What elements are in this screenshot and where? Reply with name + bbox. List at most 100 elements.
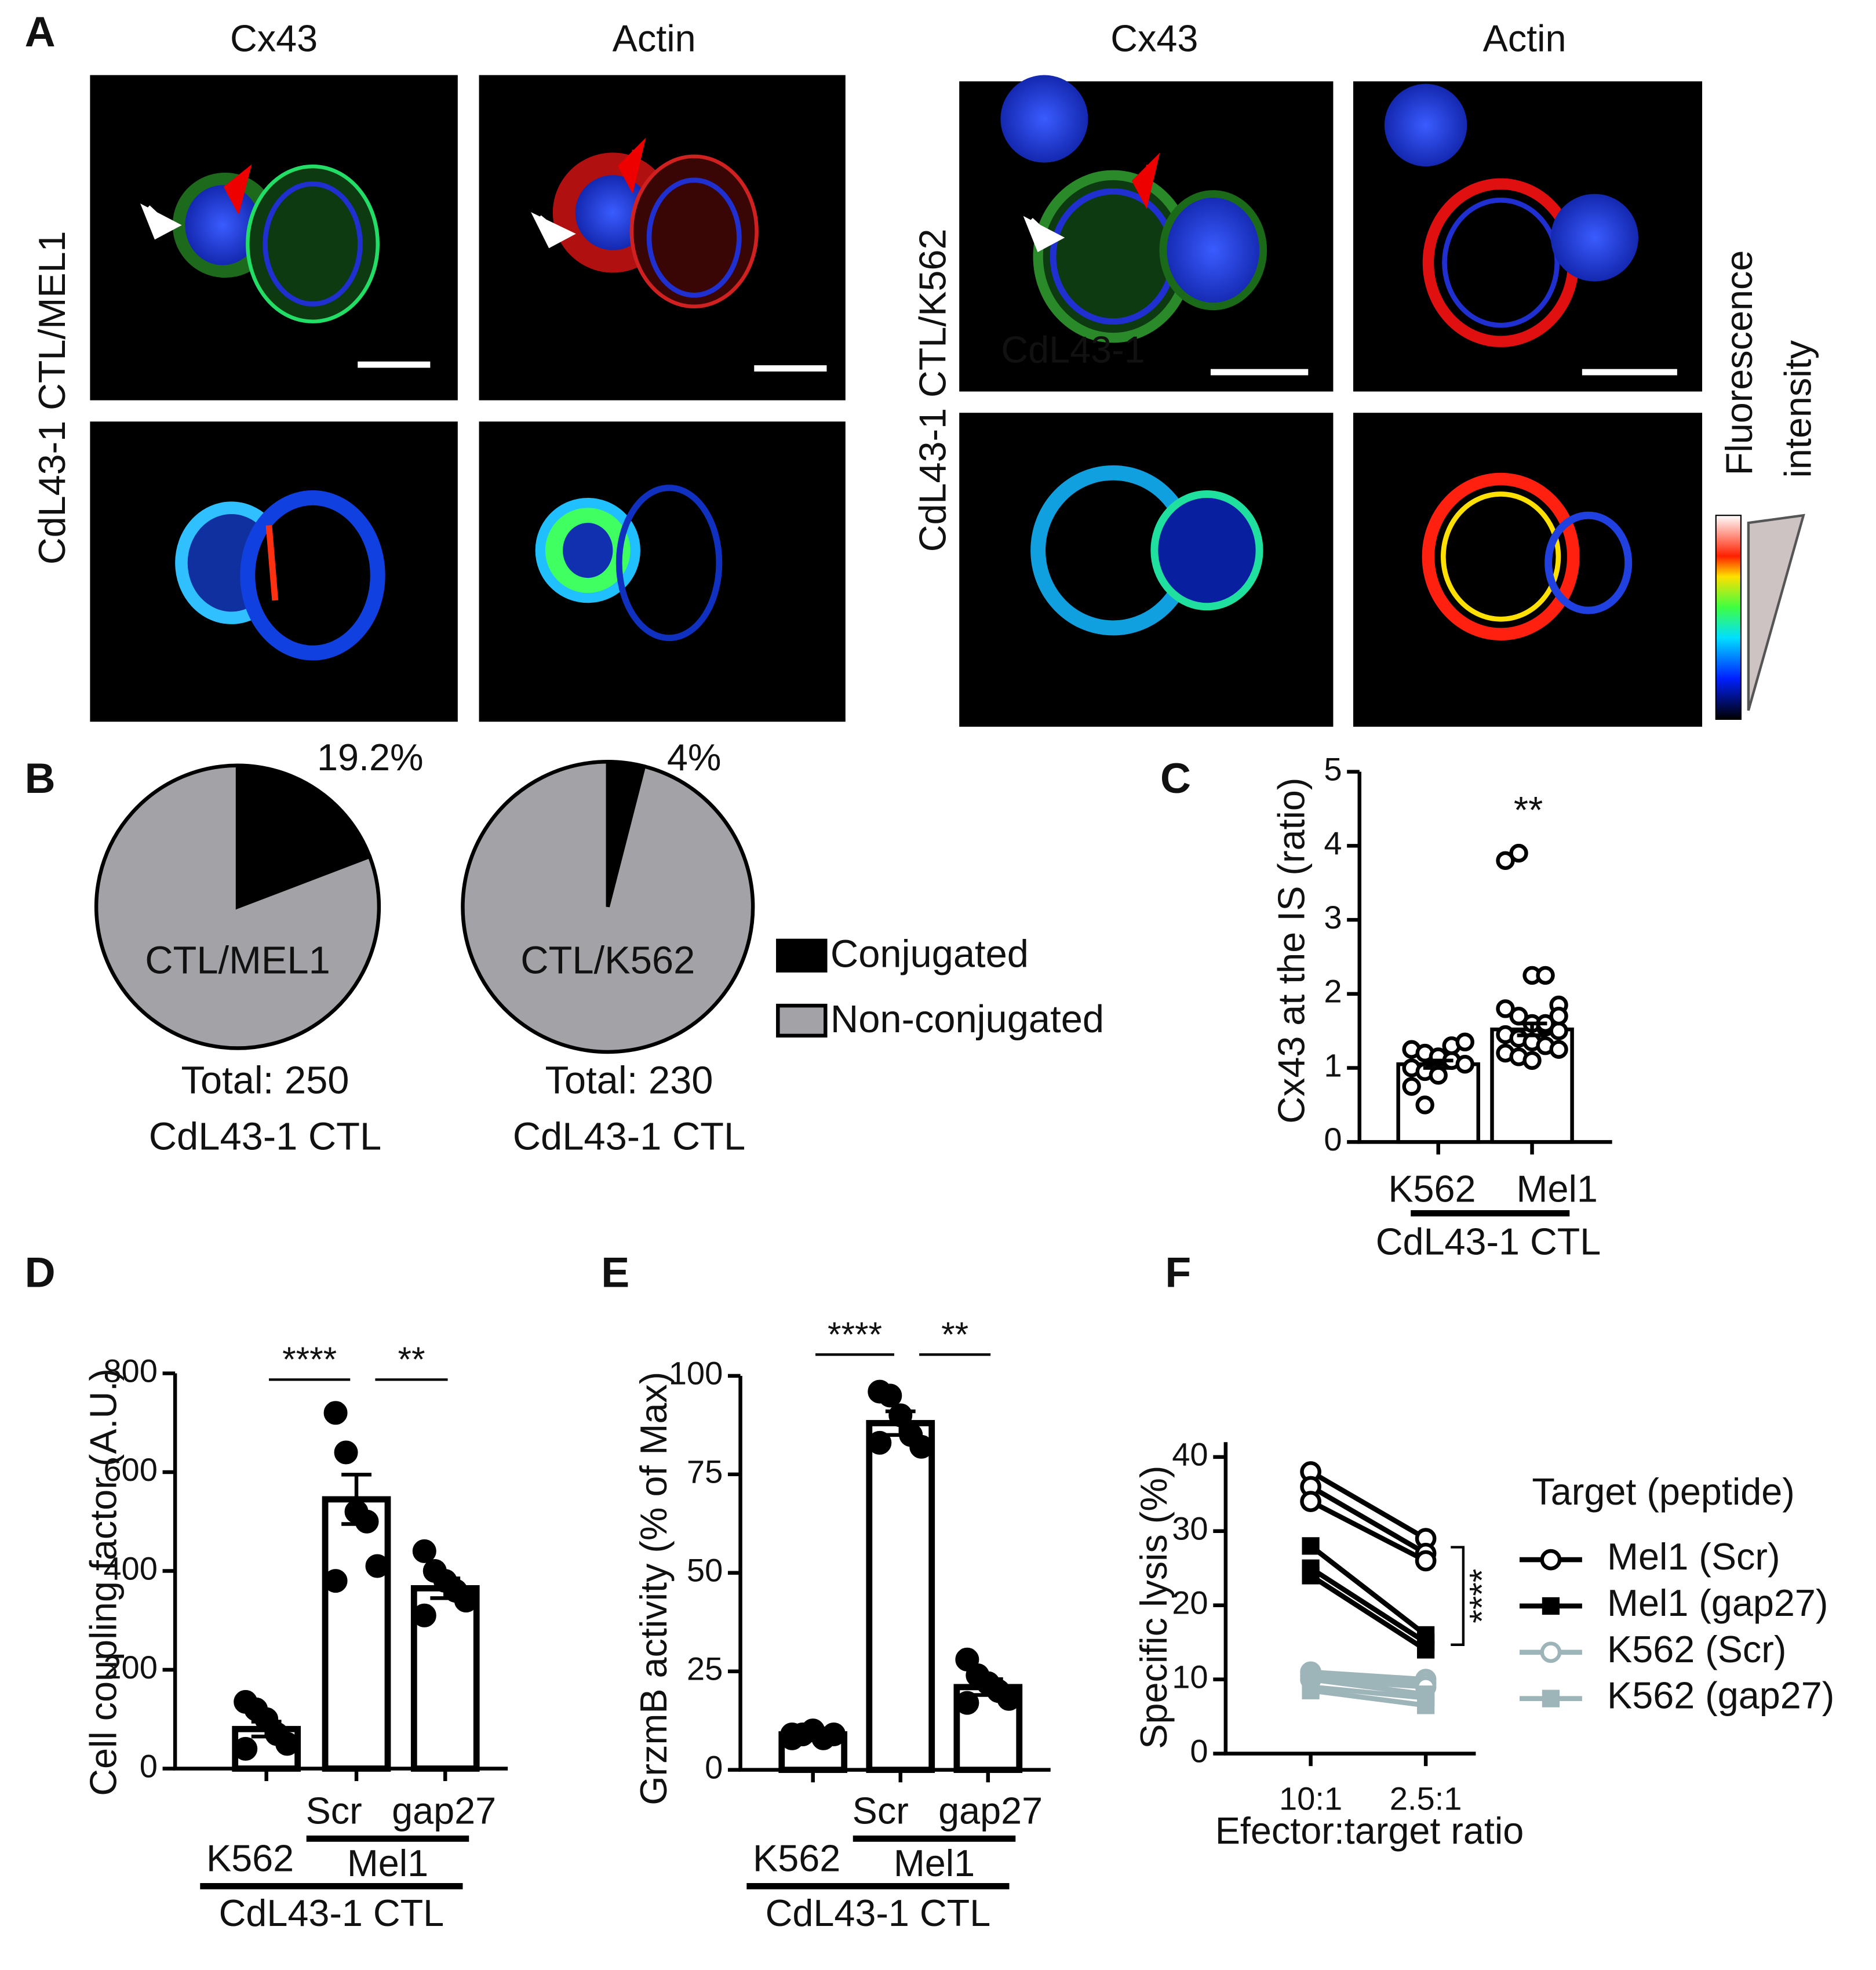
data-point [822, 1722, 846, 1746]
pie-label: CTL/K562 [520, 938, 695, 982]
footnote: CdL43-1 CTL [513, 1115, 745, 1159]
legend-label: Mel1 (Scr) [1607, 1535, 1780, 1578]
cell [246, 164, 380, 323]
data-point [454, 1589, 478, 1613]
axis-label: Efector:target ratio [1215, 1809, 1524, 1852]
data-point [1402, 1077, 1421, 1096]
data-point [909, 1434, 934, 1459]
group-label: Mel1 [894, 1842, 975, 1884]
significance-bracket [1451, 1546, 1465, 1647]
cell [1159, 190, 1267, 311]
cell [646, 177, 742, 298]
series-line [1309, 1484, 1427, 1556]
group-label: CdL43-1 CTL [766, 1892, 991, 1934]
data-point [1496, 851, 1515, 871]
panel-label: A [25, 8, 56, 56]
data-point [323, 1569, 348, 1593]
error-bar [341, 1473, 371, 1526]
heatmap [1544, 511, 1633, 614]
cell [263, 181, 363, 307]
value-label: 4% [667, 736, 722, 778]
y-tick-label: 30 [1172, 1510, 1208, 1547]
x-tick-label: K562 [753, 1837, 840, 1879]
y-tick-label: 50 [687, 1552, 723, 1589]
y-tick-label: 0 [705, 1749, 723, 1785]
footnote: Total: 250 [181, 1059, 349, 1102]
charts: A Cx43 Actin Cx43 Actin CdL43-1 CTL/MEL1 CdL43… [25, 8, 1835, 1934]
row-label: CdL43-1 CTL/K562 [911, 228, 953, 552]
group-label: CdL43-1 CTL [1376, 1220, 1601, 1262]
data-point [1300, 1491, 1321, 1512]
y-tick-label: 2 [1324, 973, 1342, 1010]
data-point [1302, 1567, 1320, 1585]
data-point [1415, 1095, 1434, 1115]
x-tick-label: gap27 [938, 1789, 1043, 1831]
y-tick-label: 0 [1190, 1732, 1208, 1769]
data-point [234, 1736, 258, 1761]
inset-label: CdL43-1 [1001, 329, 1145, 371]
data-point [323, 1401, 348, 1425]
error-bar [1423, 1058, 1454, 1070]
data-point [355, 1509, 379, 1534]
x-tick-label: 10:1 [1279, 1780, 1342, 1816]
data-point [1417, 1641, 1435, 1659]
y-tick-label: 800 [103, 1352, 158, 1389]
x-tick-label: Scr [853, 1789, 909, 1831]
data-point [1496, 999, 1515, 1018]
y-tick-label: 1 [1324, 1047, 1342, 1083]
data-point [955, 1691, 979, 1715]
data-point [1549, 1040, 1568, 1059]
column-title: Actin [613, 17, 696, 59]
heatmap [265, 525, 279, 601]
data-point [1302, 1681, 1320, 1699]
legend-marker [1542, 1689, 1560, 1707]
x-tick-label: 2.5:1 [1390, 1780, 1462, 1816]
data-point [780, 1722, 804, 1746]
pie-label: CTL/MEL1 [145, 938, 330, 982]
series-line [1309, 1566, 1427, 1645]
arrows [140, 137, 1160, 252]
y-tick-label: 40 [1172, 1436, 1208, 1473]
data-point [1522, 1051, 1542, 1070]
bar [322, 1496, 391, 1772]
legend-marker [1540, 1641, 1562, 1663]
series-line [1310, 1684, 1426, 1700]
series-line [1309, 1573, 1427, 1652]
pie-slice [94, 763, 381, 1050]
axis-label: GrzmB activity (% of Max) [632, 1372, 675, 1805]
significance: ** [1514, 789, 1543, 831]
data-point [1455, 1055, 1474, 1074]
colorbar-label: Fluorescence [1718, 250, 1760, 476]
pie-slice [235, 763, 373, 910]
data-point [878, 1383, 902, 1408]
y-tick-label: 25 [687, 1651, 723, 1687]
data-point [868, 1430, 892, 1455]
footnote: CdL43-1 CTL [149, 1115, 381, 1159]
y-tick-label: 400 [103, 1550, 158, 1586]
column-title: Cx43 [1110, 17, 1198, 59]
data-point [1509, 843, 1528, 863]
data-point [275, 1732, 300, 1756]
data-point [955, 1647, 979, 1672]
y-tick-label: 4 [1324, 825, 1342, 861]
significance: **** [1462, 1569, 1501, 1623]
legend-swatch [776, 1003, 828, 1038]
series-line [1310, 1669, 1426, 1682]
x-tick-label: gap27 [392, 1789, 496, 1831]
column-title: Actin [1483, 17, 1567, 59]
legend-title: Target (peptide) [1532, 1470, 1794, 1513]
significance: ** [941, 1314, 968, 1354]
significance: ** [398, 1339, 425, 1379]
y-tick-label: 100 [669, 1355, 723, 1392]
y-tick-label: 20 [1172, 1585, 1208, 1621]
panel-label: E [601, 1249, 629, 1297]
data-point [1536, 966, 1555, 985]
series-line [1309, 1543, 1427, 1637]
data-point [1455, 1032, 1474, 1052]
series-line [1310, 1688, 1426, 1708]
heatmap [1150, 490, 1263, 611]
data-point [412, 1539, 436, 1563]
y-tick-label: 10 [1172, 1658, 1208, 1695]
